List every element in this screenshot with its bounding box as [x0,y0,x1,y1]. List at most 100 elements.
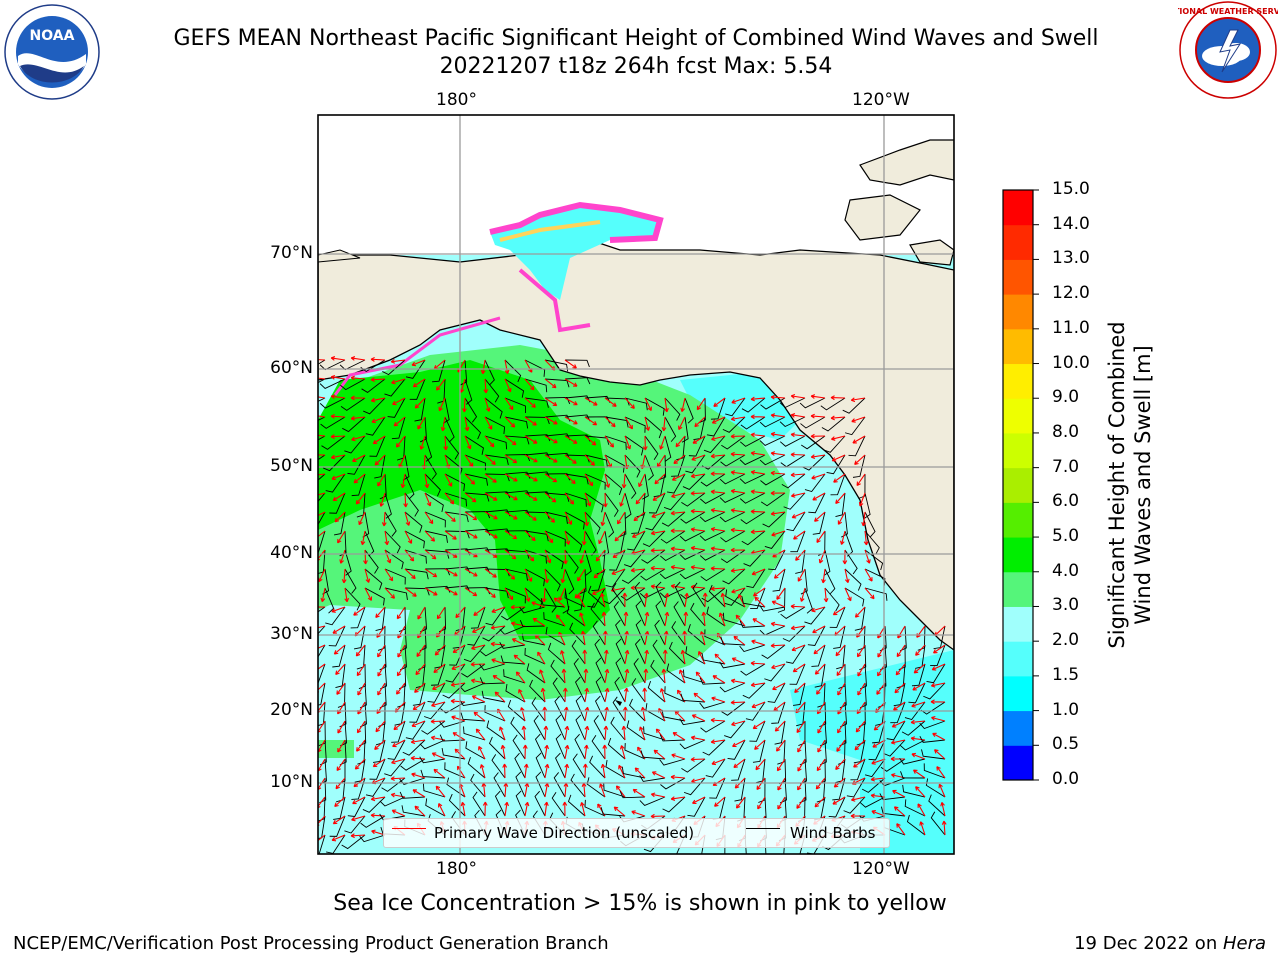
wind-barb [817,682,826,708]
wave-direction-arrow [404,511,411,526]
wind-barb [554,695,566,722]
wave-direction-arrow [853,758,866,768]
wind-barb [899,739,926,751]
wind-barb [699,701,726,709]
wave-direction-arrow [650,548,666,553]
wind-barb [842,397,866,414]
wave-direction-arrow [701,611,707,627]
wave-direction-arrow [621,725,627,741]
wave-direction-arrow [854,606,866,618]
wave-direction-arrow [750,451,766,456]
wind-barb [899,758,926,765]
wind-barb [544,568,561,592]
wave-direction-arrow [384,549,392,564]
wave-direction-arrow [692,435,706,444]
wave-direction-arrow [544,568,550,584]
wind-barb [804,606,826,625]
wind-barb [659,454,667,481]
wave-direction-arrow [799,587,806,602]
wave-direction-arrow [851,416,866,423]
wind-barb [880,806,906,817]
wind-barb [544,511,568,524]
wave-direction-arrow [357,682,366,696]
wave-direction-arrow [711,696,726,703]
wave-direction-arrow [790,452,806,458]
wave-direction-arrow [770,643,786,649]
wave-direction-arrow [638,473,646,488]
wind-barb [526,663,546,684]
wave-direction-arrow [391,758,406,765]
wave-direction-arrow [619,745,626,760]
wind-barb [591,568,606,591]
wave-direction-arrow [504,359,510,375]
wind-barb [479,677,506,685]
wave-direction-arrow [910,719,926,725]
colorbar-bin [1003,363,1033,399]
wave-direction-arrow [414,805,426,817]
wind-barb [402,739,426,756]
wave-direction-arrow [358,511,366,526]
wind-barb [441,747,466,760]
wind-barb [325,606,346,626]
wave-direction-arrow [582,649,588,665]
footer-credit: NCEP/EMC/Verification Post Processing Pr… [13,933,609,954]
wave-direction-arrow [584,687,590,703]
hawaii [615,700,622,706]
wave-direction-arrow [693,692,706,703]
wind-barb [318,492,326,503]
wave-direction-arrow [544,492,557,503]
wind-barb [504,397,526,414]
wind-barb [424,511,446,528]
wave-direction-arrow [391,809,406,817]
bering-sea [490,205,660,300]
colorbar-tick-label: 12.0 [1052,283,1090,304]
wind-barb [615,638,626,665]
wind-barb [779,416,806,428]
wave-direction-arrow [730,568,746,573]
wind-barb [624,397,648,411]
wave-direction-arrow [320,587,326,603]
wave-direction-arrow [544,763,550,779]
wind-barb [843,796,866,814]
lat-label-10n: 10°N [270,772,313,792]
wind-barb [619,791,646,799]
wind-barb [742,682,766,699]
wind-barb [575,695,586,722]
wind-barb [584,549,592,576]
wave-direction-arrow [631,810,646,817]
wind-barb [681,758,706,773]
wind-barb [384,587,408,600]
wave-direction-arrow [330,413,346,419]
wave-direction-arrow [524,492,538,501]
wind-barb [928,794,946,817]
wind-barb [771,701,786,724]
wave-direction-arrow [796,796,806,809]
wave-direction-arrow [371,829,386,836]
wave-direction-arrow [698,651,706,665]
wind-barb [318,834,326,854]
wave-direction-arrow [511,638,526,646]
wind-barb [679,568,706,580]
wind-barb [749,720,766,742]
wave-direction-arrow [523,763,529,779]
wave-direction-arrow [622,592,628,608]
wave-direction-arrow [436,606,446,620]
wind-barb [481,690,506,703]
wave-direction-arrow [480,359,486,375]
graticule [318,115,954,854]
wave-direction-arrow [816,530,826,543]
wind-barb [319,378,346,389]
wind-barb [336,777,346,803]
wave-direction-arrow [400,473,406,489]
wave-direction-arrow [650,792,666,798]
wave-direction-arrow [603,725,609,741]
wind-barb [900,771,926,779]
wind-barb [904,701,926,721]
wind-barb [789,663,806,685]
wave-direction-arrow [772,682,786,691]
wind-barb [459,699,486,707]
wind-barb [318,682,326,706]
wave-direction-arrow [777,777,786,791]
wind-barb [504,359,522,383]
wave-direction-arrow [579,612,586,627]
